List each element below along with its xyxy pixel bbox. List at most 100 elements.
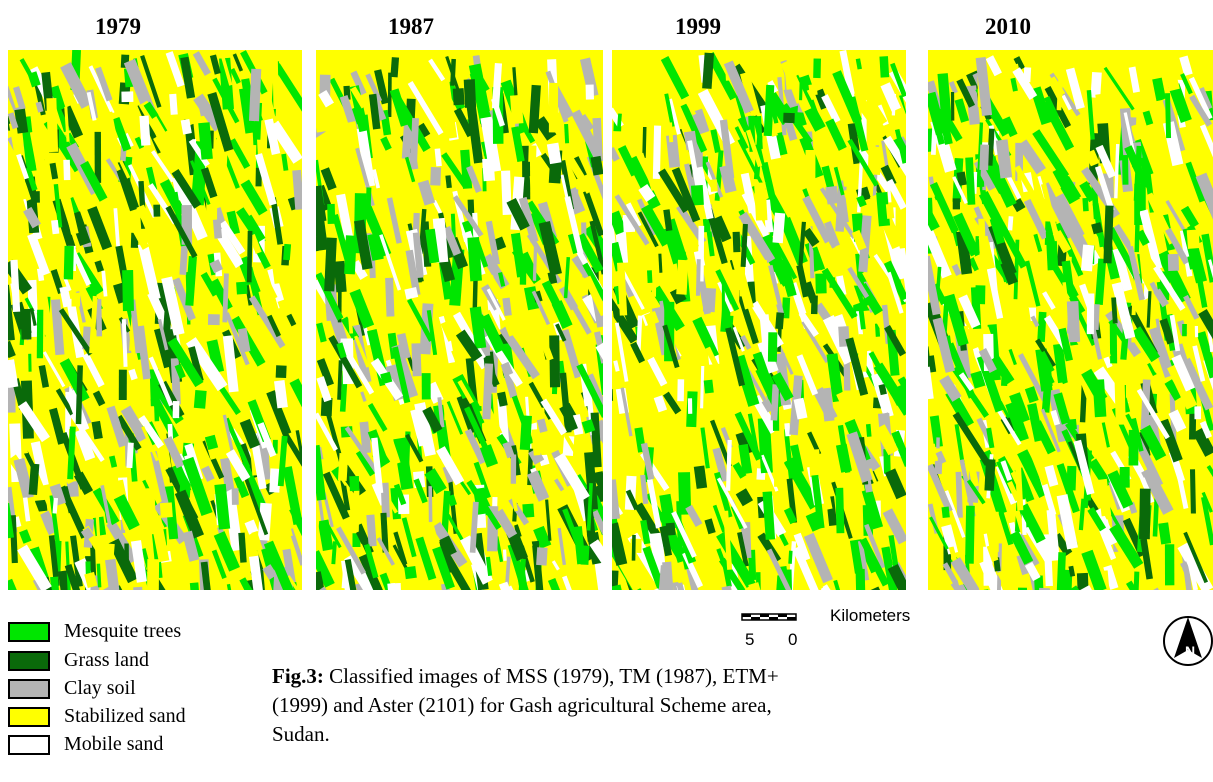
map-patch [232, 488, 239, 505]
panel-year: 1979 [95, 14, 141, 40]
map-patch [121, 91, 133, 102]
map-patch [236, 282, 247, 295]
map-patch [146, 488, 155, 510]
legend-swatch [8, 707, 50, 727]
map-patch [1168, 254, 1179, 271]
map-patch [1195, 326, 1198, 337]
legend-item: Stabilized sand [8, 705, 186, 728]
map-patch [46, 98, 58, 152]
map-patch [941, 507, 949, 518]
north-label: N [1185, 643, 1195, 659]
map-patch [344, 235, 357, 274]
map-patch [64, 246, 74, 280]
map-patch [586, 85, 594, 100]
classified-map [316, 50, 603, 590]
map-patch [722, 283, 725, 329]
map-patch [808, 84, 817, 96]
map-patch [430, 167, 441, 186]
map-patch [768, 332, 777, 361]
legend-label: Mesquite trees [64, 620, 181, 643]
page: 1979 1987 1999 2010 Mesquite trees Grass land… [0, 0, 1213, 782]
map-patch [276, 365, 287, 378]
map-patch [453, 88, 465, 105]
map-patch [696, 259, 701, 296]
map-patch [353, 489, 359, 533]
map-patch [1139, 489, 1151, 540]
map-patch [411, 343, 421, 376]
map-patch [32, 191, 40, 203]
map-patch [1187, 229, 1200, 248]
map-patch [808, 449, 821, 477]
north-arrow: N [1162, 612, 1213, 670]
map-patch [813, 59, 821, 79]
map-patch [1082, 198, 1088, 211]
legend-swatch [8, 622, 50, 642]
map-patch [173, 401, 180, 418]
scale-label: Kilometers [830, 606, 910, 626]
map-patch [119, 370, 127, 400]
map-patch [775, 312, 784, 329]
map-patch [1192, 145, 1200, 164]
map-patch [247, 231, 252, 282]
map-patch [549, 83, 558, 133]
map-patch [511, 454, 517, 483]
map-patch [147, 559, 159, 590]
map-patch [688, 398, 692, 414]
map-patch [653, 126, 661, 179]
map-patch [28, 354, 31, 372]
map-patch [1018, 588, 1027, 590]
legend-label: Mobile sand [64, 733, 163, 756]
caption: Fig.3: Classified images of MSS (1979), … [272, 662, 802, 749]
map-patch [1114, 370, 1125, 425]
map-patch [856, 569, 866, 590]
map-patch [528, 145, 536, 162]
map-patch [574, 189, 579, 207]
map-patch [366, 187, 372, 211]
map-patch [510, 95, 523, 124]
map-patch [774, 429, 784, 487]
map-patch [1186, 436, 1190, 462]
map-patch [754, 182, 767, 220]
map-patch [1038, 588, 1050, 590]
map-patch [979, 144, 989, 170]
map-patch [677, 379, 684, 401]
map-patch [1194, 406, 1201, 419]
map-patch [37, 310, 44, 359]
map-patch [703, 288, 716, 312]
map-patch [953, 198, 960, 209]
map-patch [422, 373, 431, 399]
map-patch [574, 570, 585, 585]
map-patch [1087, 293, 1094, 334]
map-patch [994, 512, 999, 552]
map-patch [1093, 379, 1107, 417]
caption-text: Classified images of MSS (1979), TM (198… [272, 664, 779, 746]
map-patch [879, 56, 889, 78]
map-patch [272, 53, 278, 109]
map-patch [444, 405, 448, 421]
map-patch [21, 309, 32, 340]
map-patch [1122, 155, 1128, 185]
map-patch [647, 270, 652, 283]
scale-tick: 0 [788, 630, 797, 650]
map-patch [549, 335, 560, 387]
map-patch [63, 160, 70, 180]
classified-map [928, 50, 1213, 590]
panel-year: 2010 [985, 14, 1031, 40]
map-patch [124, 544, 129, 565]
map-patch [194, 390, 207, 409]
map-patch [520, 264, 527, 285]
panel-year: 1987 [388, 14, 434, 40]
legend-label: Grass land [64, 649, 149, 672]
legend-swatch [8, 651, 50, 671]
map-patch [936, 437, 940, 448]
map-patch [666, 523, 676, 536]
legend-swatch [8, 735, 50, 755]
legend-label: Clay soil [64, 677, 136, 700]
map-patch [1190, 469, 1196, 513]
legend-item: Grass land [8, 649, 149, 672]
map-patch [385, 278, 394, 317]
map-patch [652, 285, 656, 297]
map-patch [632, 535, 636, 561]
panel-year: 1999 [675, 14, 721, 40]
map-patch [503, 549, 507, 560]
